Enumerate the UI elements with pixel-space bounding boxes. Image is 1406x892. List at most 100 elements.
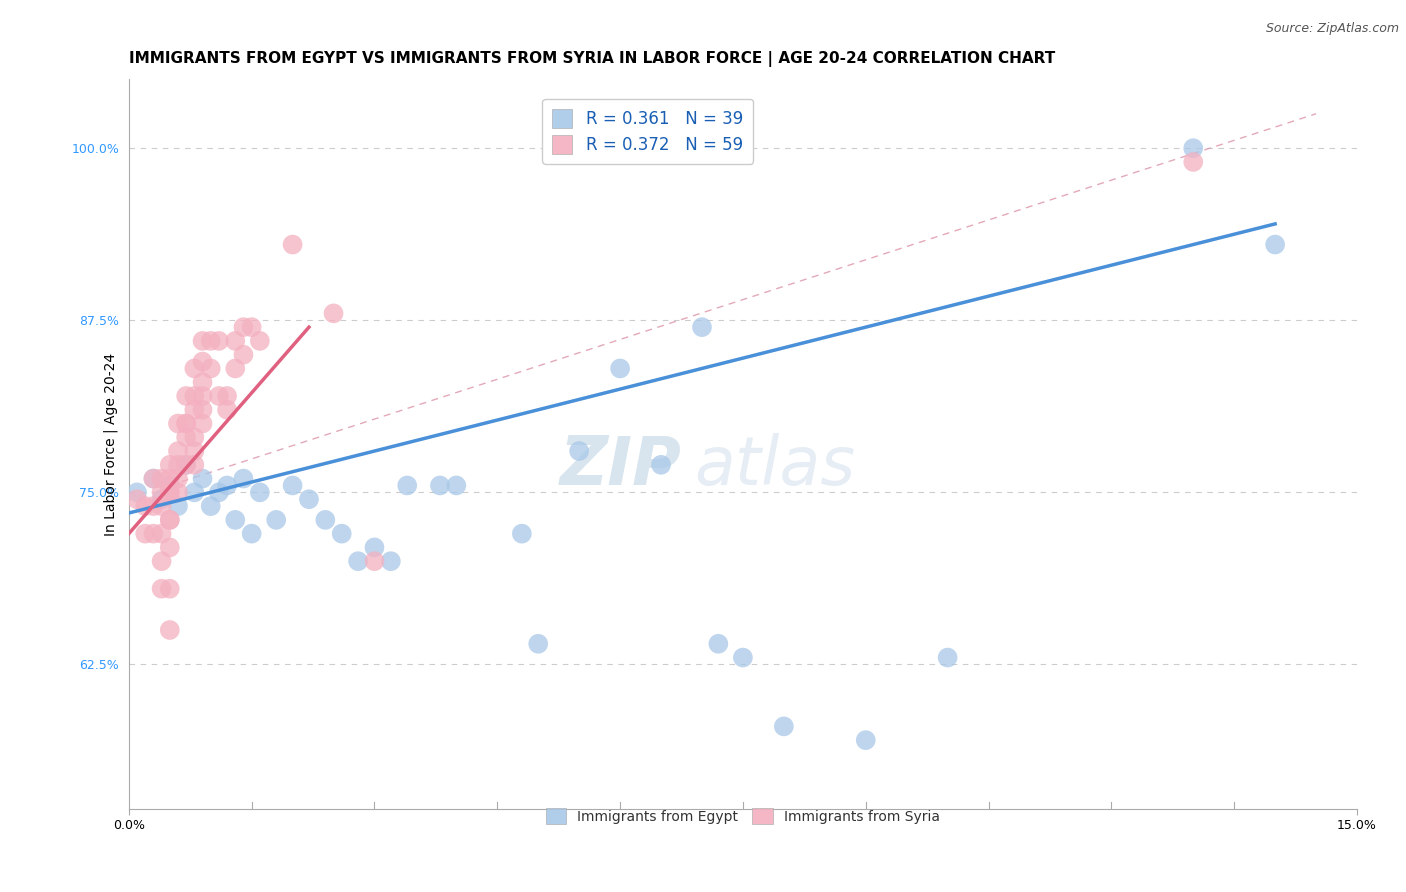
Point — [134, 499, 156, 513]
Point — [134, 526, 156, 541]
Point — [183, 389, 205, 403]
Point — [232, 320, 254, 334]
Point — [217, 389, 239, 403]
Point — [159, 582, 181, 596]
Point — [159, 513, 181, 527]
Point — [159, 623, 181, 637]
Point — [142, 526, 165, 541]
Point — [150, 582, 173, 596]
Point — [396, 478, 419, 492]
Point — [232, 472, 254, 486]
Point — [731, 650, 754, 665]
Point — [125, 485, 148, 500]
Point — [249, 485, 271, 500]
Point — [200, 334, 222, 348]
Point — [298, 492, 321, 507]
Point — [174, 458, 197, 472]
Point — [159, 458, 181, 472]
Point — [174, 458, 197, 472]
Point — [224, 513, 246, 527]
Point — [224, 334, 246, 348]
Point — [380, 554, 402, 568]
Point — [446, 478, 468, 492]
Point — [363, 554, 385, 568]
Text: ZIP: ZIP — [560, 433, 682, 499]
Point — [191, 354, 214, 368]
Point — [183, 444, 205, 458]
Point — [1182, 155, 1205, 169]
Point — [183, 430, 205, 444]
Point — [347, 554, 370, 568]
Point — [281, 478, 304, 492]
Point — [174, 430, 197, 444]
Point — [240, 526, 263, 541]
Point — [159, 472, 181, 486]
Point — [150, 554, 173, 568]
Point — [200, 499, 222, 513]
Point — [363, 541, 385, 555]
Point — [200, 361, 222, 376]
Point — [142, 472, 165, 486]
Point — [249, 334, 271, 348]
Point — [217, 402, 239, 417]
Point — [159, 485, 181, 500]
Point — [191, 375, 214, 389]
Point — [208, 485, 231, 500]
Point — [707, 637, 730, 651]
Point — [150, 472, 173, 486]
Point — [183, 402, 205, 417]
Point — [281, 237, 304, 252]
Point — [936, 650, 959, 665]
Point — [167, 417, 190, 431]
Point — [1264, 237, 1286, 252]
Point — [314, 513, 336, 527]
Point — [150, 526, 173, 541]
Point — [232, 348, 254, 362]
Point — [174, 417, 197, 431]
Point — [568, 444, 591, 458]
Point — [322, 306, 344, 320]
Text: atlas: atlas — [693, 433, 855, 499]
Point — [183, 458, 205, 472]
Legend: Immigrants from Egypt, Immigrants from Syria: Immigrants from Egypt, Immigrants from S… — [538, 801, 948, 831]
Point — [330, 526, 353, 541]
Point — [159, 513, 181, 527]
Point — [510, 526, 533, 541]
Point — [159, 541, 181, 555]
Point — [191, 402, 214, 417]
Point — [191, 334, 214, 348]
Point — [191, 417, 214, 431]
Point — [183, 485, 205, 500]
Point — [773, 719, 796, 733]
Point — [159, 478, 181, 492]
Point — [167, 444, 190, 458]
Point — [217, 478, 239, 492]
Point — [167, 472, 190, 486]
Point — [527, 637, 550, 651]
Point — [208, 389, 231, 403]
Point — [429, 478, 451, 492]
Point — [142, 499, 165, 513]
Text: Source: ZipAtlas.com: Source: ZipAtlas.com — [1265, 22, 1399, 36]
Point — [174, 417, 197, 431]
Point — [150, 485, 173, 500]
Point — [167, 485, 190, 500]
Point — [183, 361, 205, 376]
Point — [159, 485, 181, 500]
Point — [174, 389, 197, 403]
Point — [125, 492, 148, 507]
Point — [208, 334, 231, 348]
Point — [191, 472, 214, 486]
Point — [650, 458, 672, 472]
Point — [240, 320, 263, 334]
Point — [264, 513, 287, 527]
Y-axis label: In Labor Force | Age 20-24: In Labor Force | Age 20-24 — [103, 352, 118, 536]
Point — [150, 499, 173, 513]
Point — [690, 320, 713, 334]
Text: IMMIGRANTS FROM EGYPT VS IMMIGRANTS FROM SYRIA IN LABOR FORCE | AGE 20-24 CORREL: IMMIGRANTS FROM EGYPT VS IMMIGRANTS FROM… — [129, 51, 1054, 67]
Point — [191, 389, 214, 403]
Point — [855, 733, 877, 747]
Point — [609, 361, 631, 376]
Point — [150, 492, 173, 507]
Point — [224, 361, 246, 376]
